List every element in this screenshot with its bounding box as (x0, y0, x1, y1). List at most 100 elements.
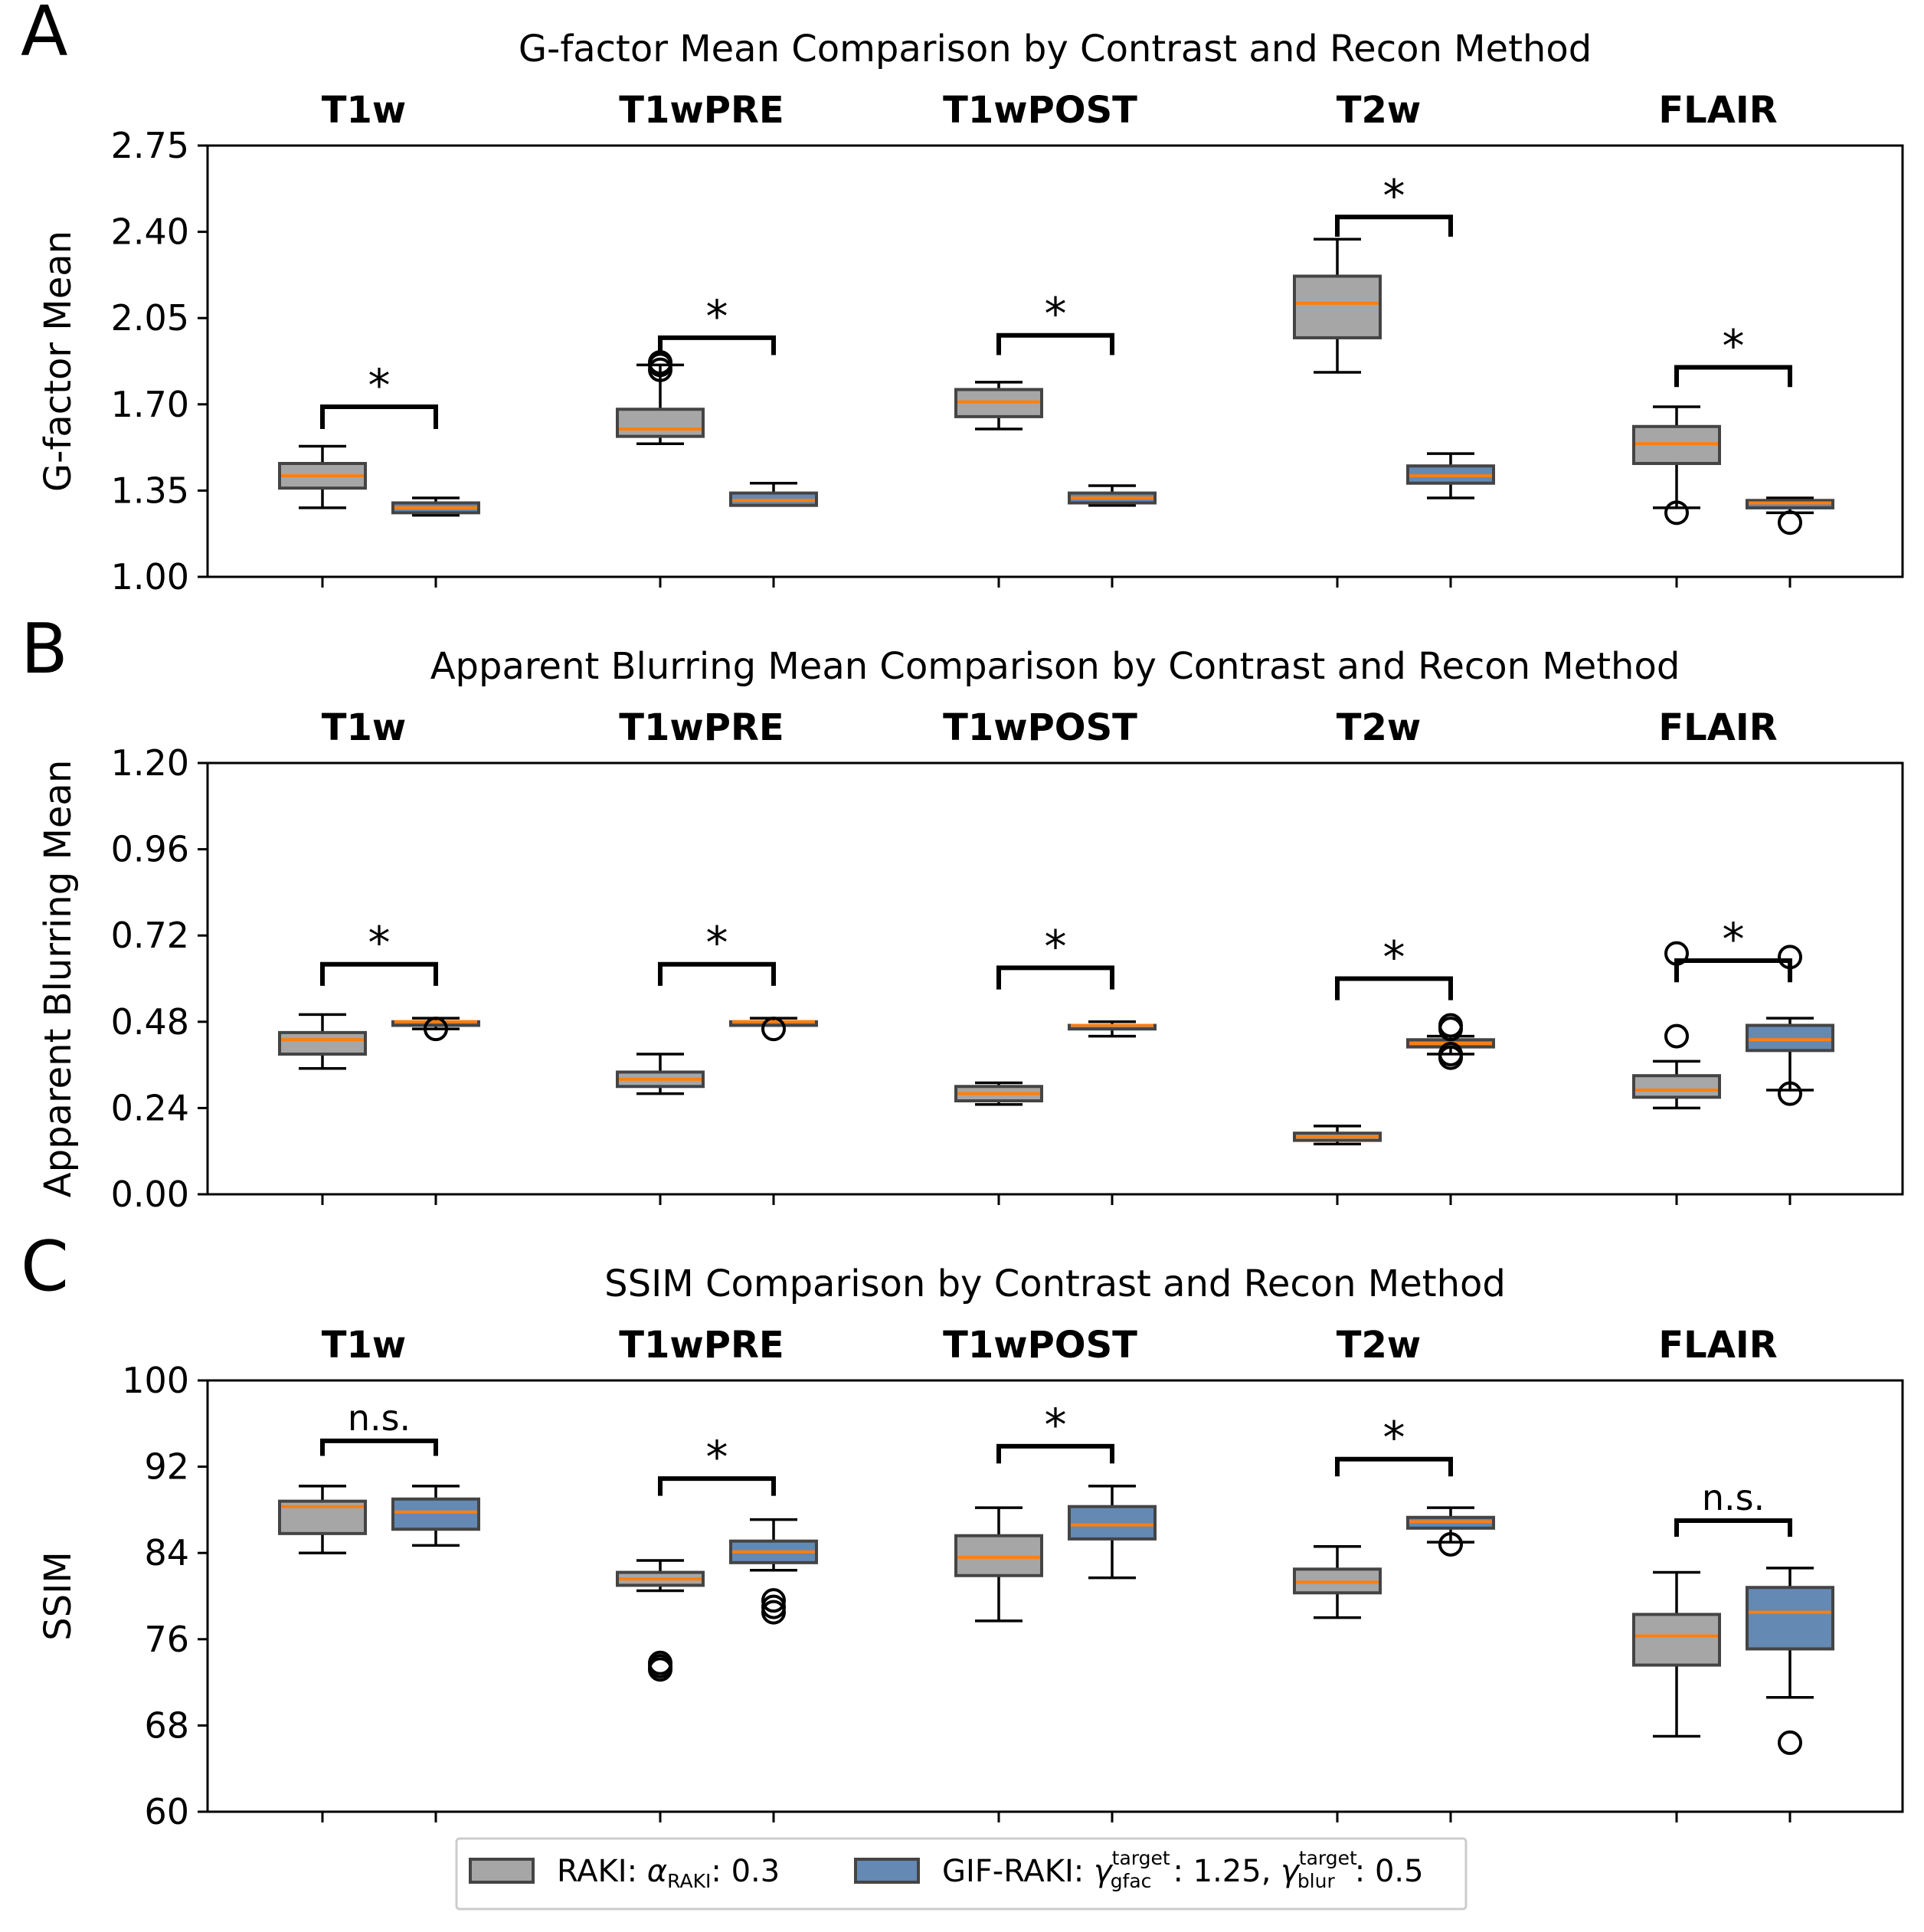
y-tick-label: 84 (144, 1532, 189, 1573)
significance-bracket (1674, 1518, 1792, 1537)
box-iqr (1068, 1505, 1157, 1541)
significance-bracket (320, 404, 438, 429)
significance-label: * (368, 917, 391, 969)
y-tick-label: 76 (144, 1619, 189, 1660)
gif-raki-box (391, 496, 480, 517)
legend-swatch-gif-raki (854, 1858, 920, 1884)
legend-symbol: α (647, 1854, 667, 1889)
box-iqr (278, 1030, 367, 1056)
significance-bracket (658, 1476, 776, 1496)
category-label: T2w (1337, 1324, 1421, 1367)
y-tick-label: 92 (144, 1446, 189, 1488)
panel-a: A G-factor Mean Comparison by Contrast an… (21, 0, 1904, 598)
box-iqr (1293, 274, 1382, 339)
y-tick-label: 2.05 (111, 297, 189, 339)
category-label: T2w (1337, 89, 1421, 132)
significance-label: * (1383, 1412, 1405, 1464)
legend-superscript: target (1112, 1847, 1170, 1869)
y-tick-label: 68 (144, 1704, 189, 1746)
category-label: T1wPOST (943, 1324, 1137, 1367)
outlier-point (1664, 1023, 1689, 1049)
significance-bracket (996, 332, 1114, 355)
significance-label: * (706, 290, 728, 342)
legend-text: : 0.3 (711, 1854, 780, 1889)
significance-label: * (368, 359, 391, 411)
legend-text: GIF-RAKI: (942, 1854, 1094, 1889)
panel-label: A (21, 0, 68, 72)
outlier-point (1438, 1013, 1463, 1038)
legend-text: RAKI: (557, 1854, 647, 1889)
category-label: T1wPRE (619, 706, 784, 749)
y-tick-label: 0.24 (111, 1087, 189, 1128)
plot-frame (206, 1379, 1904, 1813)
gif-raki-box (391, 1485, 480, 1547)
outlier-point (1778, 1730, 1802, 1755)
significance-bracket (1335, 976, 1453, 1000)
y-tick-label: 0.48 (111, 1001, 189, 1043)
plot-frame (206, 144, 1904, 578)
raki-box (1632, 1570, 1721, 1738)
raki-box (1632, 405, 1721, 526)
panel-label: B (21, 609, 68, 689)
significance-label: n.s. (1702, 1477, 1765, 1518)
y-axis-label: G-factor Mean (37, 231, 80, 492)
box-iqr (1632, 1074, 1721, 1099)
chart-title: G-factor Mean Comparison by Contrast and… (519, 28, 1592, 70)
gif-raki-box (1406, 1506, 1495, 1557)
legend-subscript: RAKI (667, 1870, 711, 1892)
raki-box (278, 1485, 367, 1554)
panel-label: C (21, 1226, 69, 1307)
significance-label: * (1723, 913, 1745, 965)
y-tick-label: 0.00 (111, 1174, 189, 1215)
box-iqr (1746, 1586, 1834, 1651)
plot-frame (206, 761, 1904, 1196)
box-iqr (954, 1534, 1043, 1577)
y-tick-label: 0.72 (111, 915, 189, 956)
box-iqr (1746, 1023, 1834, 1053)
legend-text: : 1.25, (1173, 1854, 1281, 1889)
significance-label: * (1045, 920, 1067, 972)
y-tick-label: 100 (122, 1360, 189, 1401)
significance-label: * (1723, 320, 1745, 372)
significance-bracket (320, 1438, 438, 1456)
raki-box (616, 1053, 705, 1095)
gif-raki-box (391, 1017, 480, 1042)
significance-bracket (996, 1443, 1114, 1464)
raki-box (954, 381, 1043, 431)
y-axis-label: Apparent Blurring Mean (37, 760, 80, 1197)
significance-bracket (1674, 365, 1792, 388)
significance-label: n.s. (348, 1397, 411, 1439)
y-axis-label: SSIM (37, 1551, 80, 1641)
significance-bracket (996, 965, 1114, 990)
raki-box (1293, 1125, 1382, 1146)
category-label: T1wPOST (943, 89, 1137, 132)
legend-subscript: gfac (1111, 1870, 1152, 1892)
raki-box (616, 350, 705, 446)
y-tick-label: 0.96 (111, 829, 189, 870)
raki-box (278, 1013, 367, 1070)
category-label: T1wPRE (619, 89, 784, 132)
raki-box (1293, 1545, 1382, 1619)
gif-raki-box (729, 1518, 818, 1625)
gif-raki-box (1406, 452, 1495, 499)
significance-bracket (658, 961, 776, 986)
outlier-point (761, 1594, 786, 1619)
significance-label: * (706, 917, 728, 969)
gif-raki-box (729, 1017, 818, 1042)
legend-symbol: γ (1094, 1854, 1114, 1889)
category-label: T1w (322, 89, 406, 132)
chart-title: Apparent Blurring Mean Comparison by Con… (430, 645, 1680, 688)
raki-box (1632, 941, 1721, 1110)
gif-raki-box (1068, 484, 1157, 507)
legend-superscript: target (1299, 1847, 1357, 1869)
significance-label: * (1045, 288, 1067, 340)
panel-b: B Apparent Blurring Mean Comparison by Co… (21, 609, 1904, 1215)
significance-bracket (1335, 214, 1453, 237)
y-tick-label: 1.35 (111, 470, 189, 511)
y-tick-label: 1.00 (111, 556, 189, 598)
gif-raki-box (1746, 496, 1834, 535)
raki-box (616, 1559, 705, 1682)
legend-label-raki: RAKI: αRAKI: 0.3 (557, 1854, 780, 1892)
raki-box (954, 1506, 1043, 1623)
chart-title: SSIM Comparison by Contrast and Recon Me… (604, 1262, 1506, 1305)
